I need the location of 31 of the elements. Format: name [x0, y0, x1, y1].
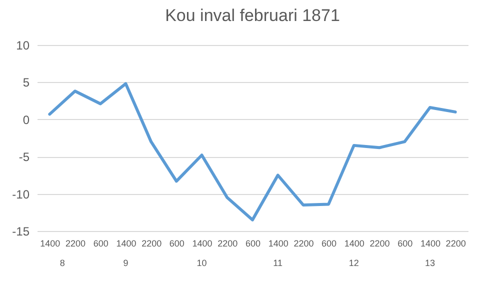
- x-tick-label: 2200: [446, 238, 466, 248]
- y-tick-label: 5: [22, 76, 30, 90]
- x-tick-label: 600: [322, 238, 337, 248]
- x-tick-label: 600: [245, 238, 261, 248]
- x-tick-label: 1400: [420, 238, 440, 248]
- text: 10: [196, 258, 207, 268]
- x-tick-label: 1400: [116, 238, 136, 248]
- chart-title: Kou inval februari 1871: [165, 6, 340, 25]
- x-tick-label: 600: [398, 238, 413, 248]
- x-tick-label: 2200: [294, 238, 314, 248]
- y-tick-label: 0: [22, 112, 30, 127]
- text: 8: [60, 258, 65, 268]
- line-series: [48, 82, 457, 222]
- x-tick-label: 600: [93, 238, 108, 248]
- y-tick-label: -10: [12, 187, 30, 202]
- text: 9: [123, 258, 128, 268]
- y-tick-label: 10: [16, 38, 30, 52]
- x-tick-label: 2200: [218, 238, 238, 248]
- x-tick-label: 1400: [268, 238, 288, 248]
- x-tick-label: 2200: [66, 238, 86, 248]
- text: 11: [273, 258, 283, 268]
- x-tick-label: 2200: [142, 238, 162, 248]
- text: 13: [424, 258, 435, 268]
- x-tick-label: 1400: [192, 238, 212, 248]
- y-tick-label: -5: [18, 150, 30, 164]
- text: 12: [348, 258, 359, 268]
- y-tick-label: -15: [12, 224, 30, 238]
- x-tick-label: 1400: [344, 238, 364, 248]
- x-tick-label: 600: [169, 238, 184, 248]
- x-tick-label: 1400: [40, 238, 60, 248]
- x-tick-label: 2200: [370, 238, 390, 248]
